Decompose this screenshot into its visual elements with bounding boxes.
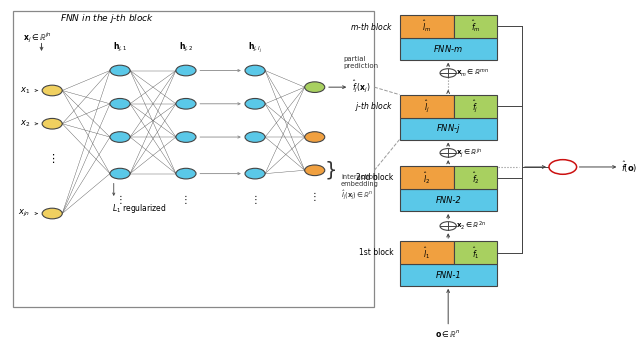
Text: $m$-th block: $m$-th block [350,21,393,32]
Circle shape [110,132,130,142]
Text: $x_{jn}$: $x_{jn}$ [18,208,30,219]
Circle shape [440,69,456,77]
Text: ⋮: ⋮ [47,154,58,164]
Bar [13,11,374,307]
Circle shape [245,99,265,109]
Text: $\mathbf{h}_{j,2}$: $\mathbf{h}_{j,2}$ [179,41,193,54]
Text: }: } [324,161,337,180]
Circle shape [42,85,62,96]
Text: $\hat{f}_j(\mathbf{x}_j)$: $\hat{f}_j(\mathbf{x}_j)$ [353,79,371,95]
Circle shape [176,132,196,142]
Circle shape [245,65,265,76]
Bar [399,38,497,60]
Circle shape [176,99,196,109]
Text: $\mathbf{h}_{j,l_j}$: $\mathbf{h}_{j,l_j}$ [248,40,262,55]
Bar [454,241,497,264]
Text: ⋮: ⋮ [250,195,260,205]
Bar [399,264,497,286]
Bar [399,15,454,38]
Circle shape [110,168,130,179]
Text: 1st block: 1st block [358,248,393,257]
Bar [454,95,497,118]
Circle shape [42,118,62,129]
Circle shape [549,160,577,174]
Text: $\mathbf{o} \in \mathbb{R}^n$: $\mathbf{o} \in \mathbb{R}^n$ [435,328,461,339]
Text: FNN in the $j$-th block: FNN in the $j$-th block [60,13,155,26]
Circle shape [110,65,130,76]
Text: interaction
embedding
$\hat{I}_j(\mathbf{x}_j) \in \mathbb{R}^n$: interaction embedding $\hat{I}_j(\mathbf… [341,174,379,202]
Text: $\hat{f}(\mathbf{o})$: $\hat{f}(\mathbf{o})$ [621,159,637,175]
Bar [454,166,497,189]
Bar [399,189,497,211]
Bar [399,118,497,139]
Text: partial
prediction: partial prediction [343,56,378,69]
Text: $\mathbf{x}_m \in \mathbb{R}^{mn}$: $\mathbf{x}_m \in \mathbb{R}^{mn}$ [456,68,489,79]
Circle shape [440,222,456,230]
Text: FNN-2: FNN-2 [435,196,461,205]
Text: FNN-$m$: FNN-$m$ [433,43,463,55]
Circle shape [305,132,324,142]
Bar [454,15,497,38]
Text: $\mathbf{x}_j \in \mathbb{R}^{jn}$: $\mathbf{x}_j \in \mathbb{R}^{jn}$ [456,146,482,160]
Text: $\mathbf{x}_2 \in \mathbb{R}^{2n}$: $\mathbf{x}_2 \in \mathbb{R}^{2n}$ [456,220,486,232]
Text: $\hat{f}_2$: $\hat{f}_2$ [472,170,479,186]
Text: $\hat{f}_j$: $\hat{f}_j$ [472,98,479,115]
Circle shape [110,99,130,109]
Circle shape [245,168,265,179]
Circle shape [305,165,324,176]
Text: ⋮: ⋮ [310,192,319,202]
Text: $\hat{l}_1$: $\hat{l}_1$ [423,244,430,261]
Bar [399,241,454,264]
Text: $L_1$ regularized: $L_1$ regularized [111,202,166,215]
Text: $\mathbf{h}_{j,1}$: $\mathbf{h}_{j,1}$ [113,41,127,54]
Bar [399,95,454,118]
Text: $x_2$: $x_2$ [20,118,30,129]
Text: $x_1$: $x_1$ [20,85,30,96]
Text: $j$-th block: $j$-th block [355,100,393,113]
Text: 2nd block: 2nd block [356,173,393,182]
Circle shape [305,82,324,92]
Text: $\hat{l}_2$: $\hat{l}_2$ [423,170,430,186]
Text: FNN-$j$: FNN-$j$ [436,122,461,135]
Text: $\hat{l}_j$: $\hat{l}_j$ [424,98,429,115]
Circle shape [42,208,62,219]
Text: $+$: $+$ [557,160,569,174]
Circle shape [245,132,265,142]
Text: $\hat{f}_1$: $\hat{f}_1$ [472,244,479,261]
Text: $\hat{f}_m$: $\hat{f}_m$ [470,18,480,34]
Circle shape [440,149,456,157]
Text: ⋮: ⋮ [115,195,125,205]
Text: $\mathbf{x}_j \in \mathbb{R}^{jn}$: $\mathbf{x}_j \in \mathbb{R}^{jn}$ [22,30,51,45]
Text: $\hat{l}_m$: $\hat{l}_m$ [422,18,431,34]
Circle shape [176,168,196,179]
Text: ⋮: ⋮ [181,195,191,205]
Bar [399,166,454,189]
Circle shape [176,65,196,76]
Text: FNN-1: FNN-1 [435,270,461,280]
